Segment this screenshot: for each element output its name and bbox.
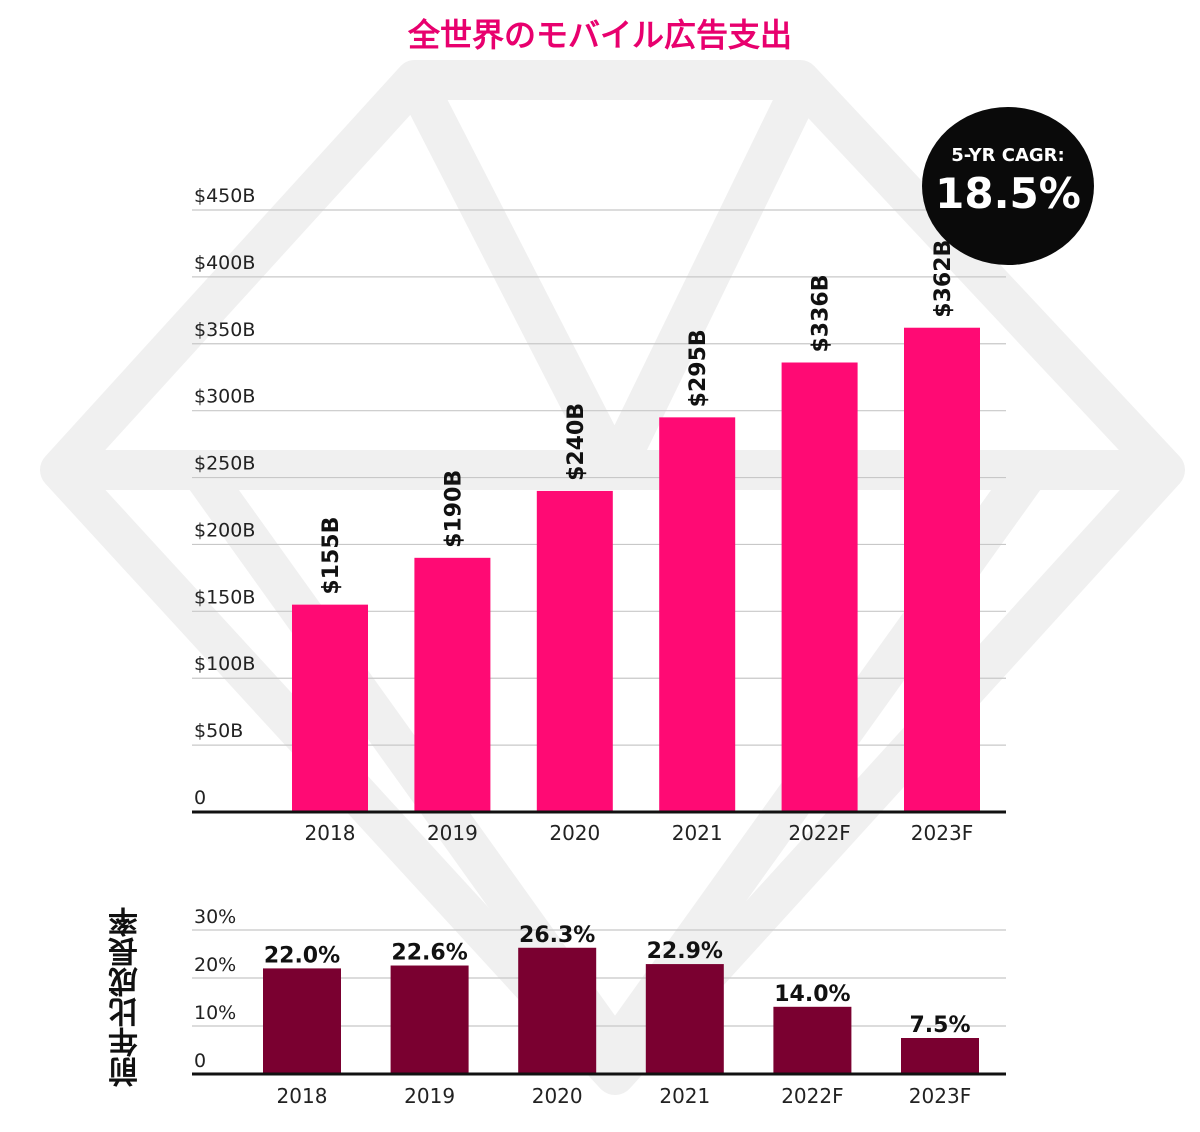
y-tick-label: $150B — [194, 586, 255, 608]
y-tick-label: $400B — [194, 252, 255, 274]
bar-value-label: 22.9% — [647, 939, 723, 964]
bar — [781, 362, 858, 812]
x-category-label: 2019 — [427, 821, 478, 845]
bar — [414, 557, 491, 812]
y-tick-label: 30% — [194, 906, 236, 928]
bar — [292, 604, 368, 812]
x-category-label: 2020 — [532, 1084, 583, 1108]
x-category-label: 2022F — [781, 1084, 843, 1108]
bar-value-label: 26.3% — [519, 923, 595, 948]
x-category-label: 2021 — [672, 821, 723, 845]
y-tick-label: $50B — [194, 720, 243, 742]
y-tick-label: $350B — [194, 319, 255, 341]
y-tick-label: $300B — [194, 386, 255, 408]
cagr-value: 18.5% — [935, 169, 1081, 218]
x-category-label: 2019 — [404, 1084, 455, 1108]
bar-value-label: 22.0% — [264, 943, 340, 968]
bar-value-label: 14.0% — [774, 982, 850, 1007]
chart-title: 全世界のモバイル広告支出 — [407, 16, 792, 54]
bar-value-label: $190B — [441, 470, 466, 548]
bar — [518, 947, 597, 1074]
bar — [390, 965, 469, 1074]
bar — [263, 968, 341, 1074]
bar — [773, 1006, 852, 1074]
bar — [645, 964, 724, 1074]
bar-value-label: $295B — [686, 329, 711, 407]
spend-chart: 0 $50B $100B $150B $200B $250B $300B $350B $400B… — [192, 185, 1006, 845]
x-category-label: 2018 — [305, 821, 356, 845]
y-tick-label: 0 — [194, 787, 206, 809]
bar-value-label: 7.5% — [909, 1013, 970, 1038]
x-category-label: 2020 — [549, 821, 600, 845]
x-category-label: 2021 — [659, 1084, 710, 1108]
y-tick-label: 0 — [194, 1050, 206, 1072]
bar-value-label: $362B — [931, 240, 956, 318]
y-tick-label: $100B — [194, 653, 255, 675]
y-tick-label: $450B — [194, 185, 255, 207]
cagr-badge: 5-YR CAGR: 18.5% — [922, 107, 1094, 265]
bar-value-label: $240B — [564, 403, 589, 481]
x-category-label: 2023F — [911, 821, 973, 845]
y-tick-label: $250B — [194, 453, 255, 475]
x-category-label: 2023F — [909, 1084, 971, 1108]
x-category-label: 2018 — [277, 1084, 328, 1108]
bar — [659, 417, 736, 812]
bar — [904, 327, 980, 812]
bar — [536, 490, 613, 812]
bar-value-label: $336B — [809, 275, 834, 353]
cagr-label: 5-YR CAGR: — [951, 145, 1065, 166]
growth-chart: 0 10% 20% 30% 22.0% 2018 22.6% 2019 26.3% 2020 22.… — [192, 906, 1006, 1108]
y-tick-label: 20% — [194, 954, 236, 976]
y-tick-label: 10% — [194, 1002, 236, 1024]
bar — [901, 1038, 979, 1074]
bar-value-label: $155B — [319, 517, 344, 595]
bar-value-label: 22.6% — [391, 941, 467, 966]
x-category-label: 2022F — [788, 821, 850, 845]
y-tick-label: $200B — [194, 519, 255, 541]
growth-chart-title: 前年比成長率 — [109, 907, 144, 1087]
